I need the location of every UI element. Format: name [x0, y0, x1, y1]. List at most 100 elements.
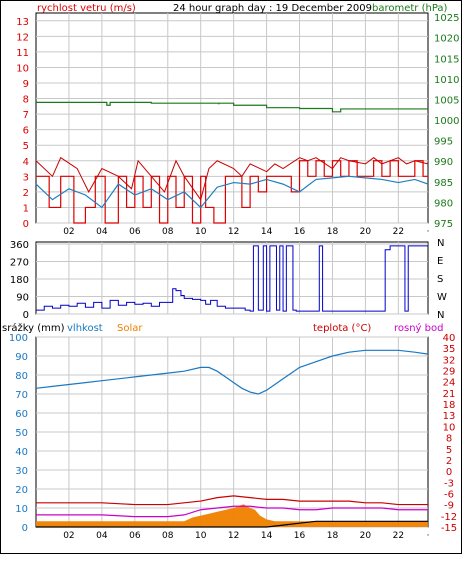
temperature-axis-title: teplota (°C) [313, 323, 371, 334]
temperature-tick-label: 32 [443, 355, 456, 366]
wind-speed-series [36, 160, 428, 224]
wind-tick-label: 0 [23, 219, 29, 230]
pressure-axis-title: barometr (hPa) [372, 3, 448, 14]
compass-tick-label: S [437, 274, 443, 285]
humidity-tick-label: 50 [15, 428, 28, 439]
pressure-tick-label: 1015 [434, 54, 459, 65]
wind-tick-label: 2 [23, 188, 29, 199]
x-tick-label: 14 [261, 227, 273, 237]
humidity-tick-label: 20 [15, 485, 28, 496]
temperature-tick-label: 35 [443, 344, 456, 355]
x-tick-label: 06 [129, 227, 141, 237]
wind-axis-title: rychlost vetru (m/s) [37, 3, 136, 14]
humidity-tick-label: 40 [15, 447, 28, 458]
temperature-tick-label: 21 [443, 389, 456, 400]
x-tick-label: 06 [129, 531, 141, 541]
temperature-tick-label: -3 [444, 478, 454, 489]
compass-tick-label: N [437, 238, 444, 249]
wind-tick-label: 8 [23, 95, 29, 106]
temperature-tick-label: 2 [446, 456, 452, 467]
pressure-tick-label: 1005 [434, 95, 459, 106]
temperature-tick-label: -12 [441, 512, 457, 523]
wind-tick-label: 1 [23, 203, 29, 214]
temperature-tick-label: -15 [441, 523, 457, 534]
dewpoint-axis-title: rosný bod [394, 322, 443, 334]
x-tick-label: 16 [294, 227, 306, 237]
solar-axis-title: Solar [117, 323, 143, 334]
x-tick-label: 22 [393, 227, 404, 237]
x-tick-label: 14 [261, 531, 273, 541]
humidity-tick-label: 60 [15, 409, 28, 420]
humidity-tick-label: 0 [22, 523, 28, 534]
temperature-tick-label: 18 [443, 400, 456, 411]
x-tick-label: 10 [195, 227, 207, 237]
x-tick-label-end: · [427, 227, 430, 237]
temperature-tick-label: 8 [446, 434, 452, 445]
pressure-tick-label: 1000 [434, 116, 459, 127]
humidity-tick-label: 10 [15, 504, 28, 515]
humidity-tick-label: 100 [9, 333, 28, 344]
compass-tick-label: E [437, 256, 443, 267]
x-tick-label: 20 [360, 227, 372, 237]
pressure-tick-label: 980 [434, 198, 453, 209]
wind-tick-label: 11 [16, 48, 29, 59]
wind-direction-series [36, 245, 428, 312]
x-tick-label: 12 [228, 227, 239, 237]
pressure-tick-label: 995 [434, 137, 453, 148]
direction-tick-label: 0 [23, 310, 29, 321]
x-tick-label: 12 [228, 531, 239, 541]
wind-tick-label: 7 [23, 110, 29, 121]
x-tick-label: 04 [96, 227, 108, 237]
direction-tick-label: 360 [10, 240, 29, 251]
rain-axis-title: srážky (mm) [2, 322, 65, 334]
wind-tick-label: 6 [23, 126, 29, 137]
direction-panel [35, 241, 429, 315]
temperature-tick-label: 24 [443, 378, 456, 389]
temperature-tick-label: 40 [443, 333, 456, 344]
x-tick-label: 08 [162, 531, 174, 541]
x-tick-label: 04 [96, 531, 108, 541]
humidity-tick-label: 30 [15, 466, 28, 477]
wind-average-series [35, 175, 429, 209]
humidity-tick-label: 80 [15, 371, 28, 382]
wind-tick-label: 9 [23, 79, 29, 90]
wind-tick-label: 4 [23, 157, 29, 168]
temperature-tick-label: 0 [446, 467, 452, 478]
direction-tick-label: 90 [16, 292, 29, 303]
pressure-series [36, 101, 428, 113]
wind-tick-label: 12 [16, 32, 29, 43]
pressure-tick-label: 1025 [434, 13, 459, 24]
x-tick-label: 20 [360, 531, 372, 541]
pressure-tick-label: 990 [434, 157, 453, 168]
temperature-tick-label: 13 [443, 411, 456, 422]
pressure-tick-label: 1010 [434, 75, 459, 86]
pressure-tick-label: 1020 [434, 34, 459, 45]
rain-series [36, 520, 428, 528]
temperature-series [36, 495, 428, 506]
x-tick-label: 02 [63, 227, 74, 237]
humidity-series [35, 349, 429, 395]
wind-tick-label: 3 [23, 172, 29, 183]
pressure-tick-label: 985 [434, 178, 453, 189]
wind-tick-label: 10 [16, 63, 29, 74]
wind-tick-label: 13 [16, 17, 29, 28]
direction-tick-label: 180 [10, 275, 29, 286]
wind-tick-label: 5 [23, 141, 29, 152]
x-tick-label: 08 [162, 227, 174, 237]
x-tick-label: 18 [327, 531, 339, 541]
humidity-axis-title: vlhkost [67, 323, 103, 334]
temperature-tick-label: 29 [443, 367, 456, 378]
direction-tick-label: 270 [10, 257, 29, 268]
x-tick-label: 22 [393, 531, 404, 541]
pressure-tick-label: 975 [434, 219, 453, 230]
chart-frame: rychlost vetru (m/s) 24 hour graph day :… [0, 0, 462, 554]
x-tick-label: 10 [195, 531, 207, 541]
temperature-tick-label: 5 [446, 445, 452, 456]
humidity-tick-label: 90 [15, 352, 28, 363]
x-tick-label: 16 [294, 531, 306, 541]
compass-tick-label: W [437, 292, 447, 303]
dewpoint-series [36, 505, 428, 518]
temperature-tick-label: -6 [444, 489, 454, 500]
temperature-tick-label: -9 [444, 501, 454, 512]
